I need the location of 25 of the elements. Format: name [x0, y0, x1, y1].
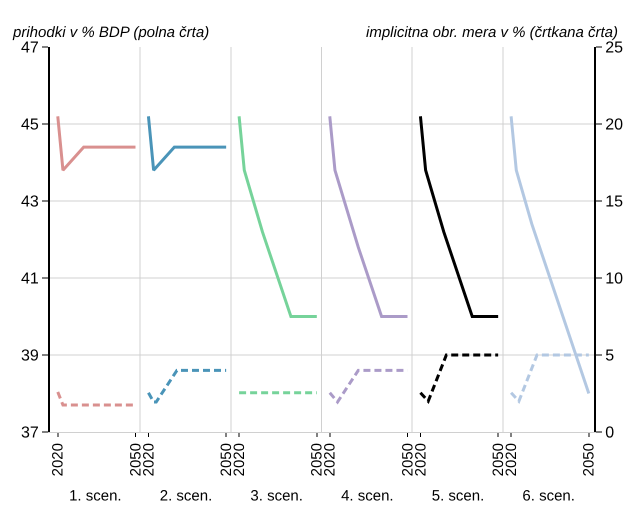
x-tick-label: 2020	[322, 443, 339, 476]
y-tick-label: 47	[21, 40, 39, 57]
y-axis-title: prihodki v % BDP (polna črta)	[12, 24, 210, 41]
y-tick-label: 43	[21, 194, 39, 211]
x-axis-title: 1. scen.	[69, 487, 122, 504]
x-tick-label: 2050	[580, 443, 598, 476]
y2-tick-label: 5	[605, 348, 614, 365]
y-tick-label: 39	[21, 348, 39, 365]
y2-axis-title: implicitna obr. mera v % (črtkana črta)	[366, 24, 618, 41]
y-tick-label: 37	[21, 424, 39, 442]
y2-tick-label: 0	[605, 424, 614, 442]
y2-tick-label: 25	[605, 40, 624, 57]
x-axis-title: 5. scen.	[432, 487, 484, 504]
x-axis-title: 4. scen.	[341, 487, 394, 504]
y2-tick-label: 20	[605, 116, 624, 134]
x-tick-label: 2020	[50, 443, 67, 476]
y-tick-label: 41	[21, 270, 39, 288]
x-tick-label: 2020	[502, 443, 520, 476]
x-axis-title: 2. scen.	[160, 487, 212, 504]
x-axis-title: 6. scen.	[522, 487, 575, 504]
y2-tick-label: 10	[605, 270, 624, 288]
y-tick-label: 45	[21, 116, 39, 134]
x-tick-label: 2020	[230, 443, 248, 476]
x-axis-title: 3. scen.	[250, 487, 303, 504]
y2-tick-label: 15	[605, 194, 624, 211]
